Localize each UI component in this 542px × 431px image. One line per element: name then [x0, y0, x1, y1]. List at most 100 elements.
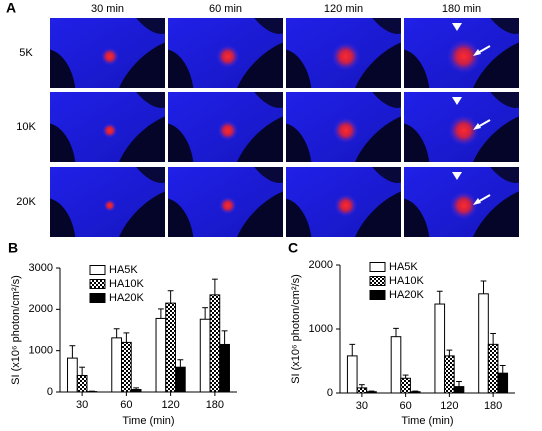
image-shadow: [136, 167, 165, 183]
arrow-head: [473, 49, 481, 56]
image-shadow: [136, 92, 165, 108]
image-cell: [404, 92, 519, 162]
row-label: 20K: [16, 196, 36, 208]
y-tick-label: 2000: [29, 303, 53, 315]
legend-swatch: [369, 276, 386, 286]
arrowhead-marker: [452, 172, 462, 180]
row-label: 5K: [19, 47, 33, 59]
legend-label: HA20K: [389, 289, 425, 301]
image-shadow: [473, 191, 519, 237]
image-shadow: [168, 198, 194, 237]
legend-swatch: [369, 290, 386, 300]
bar: [121, 341, 132, 393]
image-shadow: [50, 49, 76, 88]
image-cell: [50, 167, 165, 237]
image-cell: [50, 92, 165, 162]
image-shadow: [168, 49, 194, 88]
image-shadow: [254, 167, 283, 183]
image-shadow: [237, 191, 283, 237]
bar: [478, 293, 489, 394]
image-shadow: [286, 123, 312, 162]
image-shadow: [119, 191, 165, 237]
bar: [76, 374, 88, 393]
y-tick-label: 1000: [309, 323, 333, 335]
bar: [356, 387, 368, 394]
legend-label: HA5K: [389, 261, 418, 273]
fluorescence-spot: [218, 196, 237, 215]
fluorescence-spot: [331, 42, 361, 71]
bar: [111, 337, 123, 393]
x-axis-label: Time (min): [122, 415, 174, 427]
image-shadow: [119, 116, 165, 162]
x-tick-label: 30: [356, 400, 368, 412]
image-cell: [286, 18, 401, 88]
image-shadow: [168, 123, 194, 162]
legend-swatch: [369, 262, 386, 272]
bar: [400, 377, 411, 394]
image-cell: [404, 167, 519, 237]
bar: [346, 355, 358, 394]
panel-label: A: [6, 0, 16, 16]
fluorescence-spot: [446, 39, 481, 74]
image-shadow: [372, 167, 401, 183]
bar: [366, 391, 377, 394]
fluorescence-spot: [448, 114, 480, 147]
fluorescence-spot: [217, 120, 239, 141]
bar: [209, 294, 221, 393]
legend-swatch: [89, 265, 106, 275]
bar: [487, 343, 499, 394]
legend-label: HA20K: [109, 292, 145, 304]
y-tick-label: 2000: [309, 259, 333, 271]
image-cell: [286, 167, 401, 237]
image-shadow: [237, 42, 283, 88]
row-label: 10K: [16, 121, 36, 133]
x-tick-label: 30: [76, 399, 88, 411]
fluorescence-spot: [334, 193, 358, 218]
arrowhead-marker: [452, 23, 462, 31]
x-tick-label: 60: [400, 400, 412, 412]
bar: [130, 389, 142, 393]
image-shadow: [355, 191, 401, 237]
image-cell: [168, 18, 283, 88]
image-cell: [404, 18, 519, 88]
y-tick-label: 0: [47, 386, 53, 398]
bar: [165, 302, 176, 393]
x-tick-label: 180: [484, 400, 502, 412]
x-tick-label: 120: [440, 400, 458, 412]
image-shadow: [286, 198, 312, 237]
column-label: 60 min: [209, 3, 242, 15]
bar: [444, 355, 455, 394]
image-shadow: [372, 92, 401, 108]
image-cell: [168, 167, 283, 237]
column-label: 30 min: [91, 3, 124, 15]
x-tick-label: 120: [161, 399, 179, 411]
column-label: 180 min: [442, 3, 481, 15]
y-axis-label: SI (x10⁶ photon/cm²/s): [10, 275, 22, 385]
bar: [174, 366, 186, 393]
arrow-head: [473, 198, 481, 205]
bar: [434, 303, 446, 394]
y-tick-label: 0: [327, 387, 333, 399]
bar: [219, 343, 230, 393]
image-shadow: [119, 42, 165, 88]
legend-label: HA10K: [109, 278, 145, 290]
y-tick-label: 3000: [29, 262, 53, 274]
fluorescence-spot: [449, 191, 479, 220]
image-cell: [50, 18, 165, 88]
x-tick-label: 60: [120, 399, 132, 411]
image-shadow: [136, 18, 165, 34]
image-shadow: [355, 116, 401, 162]
image-shadow: [372, 18, 401, 34]
bar: [390, 336, 402, 394]
image-shadow: [286, 49, 312, 88]
image-shadow: [50, 198, 76, 237]
panel-label: C: [288, 240, 298, 256]
image-shadow: [404, 49, 430, 88]
x-axis-label: Time (min): [401, 415, 453, 427]
image-shadow: [254, 92, 283, 108]
image-shadow: [490, 18, 519, 34]
y-tick-label: 1000: [29, 345, 53, 357]
image-shadow: [50, 123, 76, 162]
image-cell: [168, 92, 283, 162]
